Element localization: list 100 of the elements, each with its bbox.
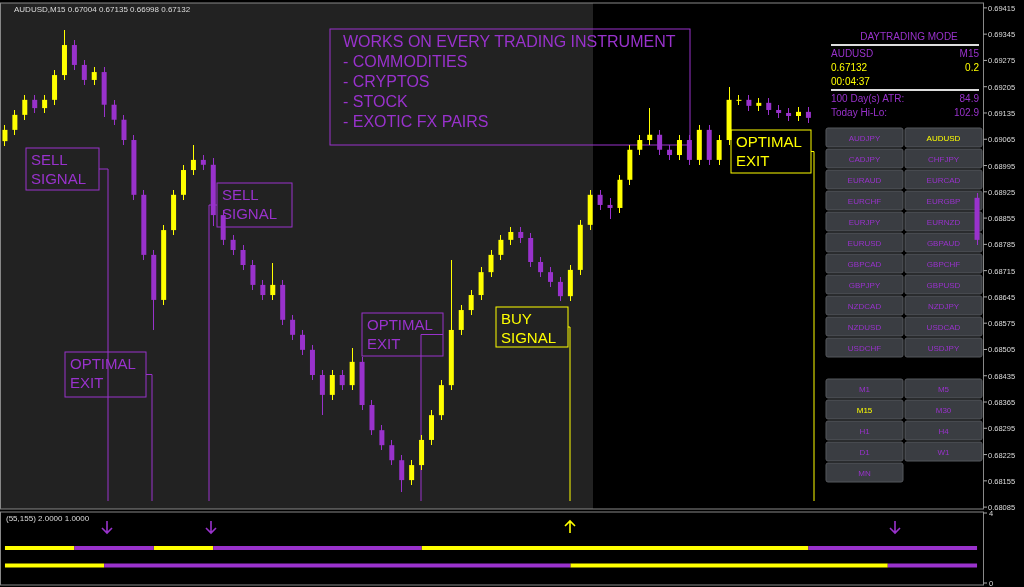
annotation: EURCHF <box>847 197 882 206</box>
candlestick <box>746 94 752 112</box>
candlestick <box>240 244 246 271</box>
candlestick <box>111 99 117 126</box>
annotation: 84.9 <box>959 93 980 104</box>
timeframe-button: H4 <box>904 420 983 441</box>
annotation: OPTIMAL EXIT <box>736 133 802 169</box>
annotation: EURAUD <box>847 176 882 185</box>
candlestick <box>637 134 643 156</box>
candlestick <box>81 59 87 86</box>
timeframe-button: M5 <box>904 378 983 399</box>
symbol-button: EURJPY <box>825 211 904 232</box>
annotation: D1 <box>859 448 871 457</box>
annotation: 102.9 <box>953 107 980 118</box>
timeframe-button: MN <box>825 462 904 483</box>
annotation: EURCAD <box>926 176 961 185</box>
symbol-button: USDCHF <box>825 337 904 358</box>
candlestick <box>12 109 18 136</box>
symbol-button: GBPCHF <box>904 253 983 274</box>
candlestick <box>736 94 742 106</box>
symbol-button: GBPAUD <box>904 232 983 253</box>
candlestick <box>498 234 504 261</box>
candlestick <box>647 107 653 146</box>
chart-title: (55,155) 2.0000 1.0000 <box>6 514 90 523</box>
annotation: GBPCHF <box>926 260 961 269</box>
candlestick <box>319 369 325 416</box>
candlestick <box>270 262 276 301</box>
candlestick <box>349 347 355 391</box>
symbol-button: USDJPY <box>904 337 983 358</box>
candlestick <box>42 94 48 114</box>
symbol-button: EURCHF <box>825 190 904 211</box>
annotation: CHFJPY <box>927 155 960 164</box>
candlestick <box>409 459 415 486</box>
annotation: EURNZD <box>926 218 961 227</box>
symbol-button: AUDJPY <box>825 127 904 148</box>
candlestick <box>71 39 77 71</box>
annotation: M15 <box>856 406 873 415</box>
candlestick <box>190 144 196 176</box>
annotation: Today Hi-Lo: <box>831 107 888 118</box>
annotation: USDCAD <box>926 323 961 332</box>
annotation: M30 <box>935 406 952 415</box>
annotation: SELL SIGNAL <box>31 151 87 187</box>
annotation: WORKS ON EVERY TRADING INSTRUMENT - COMMODITIES - CRYPTOS - STOCK - EXOTIC FX PAIRS <box>343 33 676 130</box>
candlestick <box>399 454 405 493</box>
candlestick <box>379 424 385 451</box>
symbol-button: USDCAD <box>904 316 983 337</box>
annotation: AUDUSD <box>926 134 961 143</box>
timeframe-button: M1 <box>825 378 904 399</box>
symbol-button: EURUSD <box>825 232 904 253</box>
annotation: 0.2 <box>965 62 980 73</box>
annotation: NZDUSD <box>847 323 882 332</box>
annotation: AUDJPY <box>848 134 881 143</box>
candlestick <box>548 266 554 288</box>
symbol-button: EURNZD <box>904 211 983 232</box>
symbol-button: NZDJPY <box>904 295 983 316</box>
candlestick <box>290 314 296 341</box>
annotation: NZDJPY <box>927 302 960 311</box>
annotation: GBPAUD <box>926 239 961 248</box>
timeframe-button: H1 <box>825 420 904 441</box>
candlestick <box>538 256 544 278</box>
candlestick <box>488 249 494 278</box>
annotation: 00:04:37 <box>831 76 871 87</box>
annotation: 0.67132 <box>831 62 868 73</box>
annotation: SELL SIGNAL <box>222 186 278 222</box>
annotation: AUDUSD <box>831 48 874 59</box>
annotation: CADJPY <box>848 155 881 164</box>
symbol-button: EURGBP <box>904 190 983 211</box>
symbol-button: NZDUSD <box>825 316 904 337</box>
annotation: M1 <box>858 385 871 394</box>
timeframe-button: W1 <box>904 441 983 462</box>
candlestick <box>557 276 563 302</box>
symbol-button: GBPUSD <box>904 274 983 295</box>
annotation: OPTIMAL EXIT <box>70 355 136 391</box>
candlestick <box>478 266 484 301</box>
candlestick <box>260 279 266 301</box>
candlestick <box>607 197 613 220</box>
annotation: EURGBP <box>926 197 961 206</box>
candlestick <box>458 304 464 336</box>
annotation: H1 <box>859 427 871 436</box>
candlestick <box>300 329 306 356</box>
symbol-button: EURCAD <box>904 169 983 190</box>
candlestick <box>676 134 682 161</box>
annotation: NZDCAD <box>847 302 882 311</box>
symbol-button: AUDUSD <box>904 127 983 148</box>
annotation: USDJPY <box>927 344 960 353</box>
chart-title: AUDUSD,M15 0.67004 0.67135 0.66998 0.67132 <box>14 5 191 14</box>
annotation: EURJPY <box>848 218 881 227</box>
symbol-button: GBPJPY <box>825 274 904 295</box>
candlestick <box>22 94 28 121</box>
annotation: MN <box>858 469 871 478</box>
annotation: BUY SIGNAL <box>501 310 557 346</box>
candlestick <box>468 289 474 316</box>
timeframe-button: M30 <box>904 399 983 420</box>
annotation: W1 <box>937 448 951 457</box>
annotation: GBPUSD <box>926 281 961 290</box>
timeframe-button: D1 <box>825 441 904 462</box>
candlestick <box>32 94 38 114</box>
annotation: OPTIMAL EXIT <box>367 316 433 352</box>
candlestick <box>597 189 603 211</box>
annotation: M5 <box>937 385 950 394</box>
